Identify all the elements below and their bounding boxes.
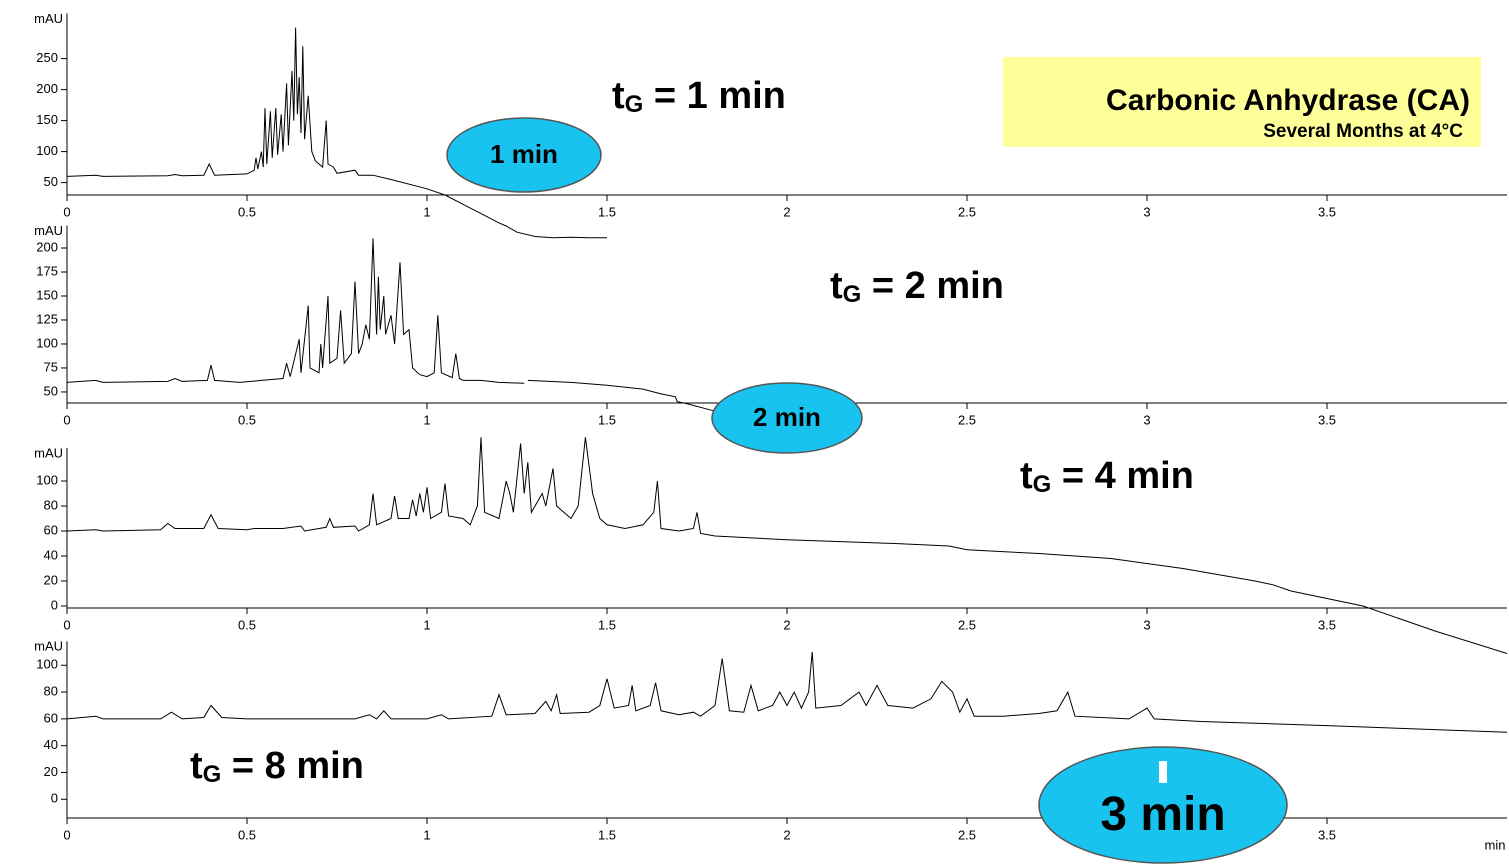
x-tick-label: 2.5 xyxy=(958,204,976,219)
label-rest: = 4 min xyxy=(1051,455,1194,497)
label-sub: G xyxy=(1033,471,1052,498)
y-tick-label: 60 xyxy=(44,710,58,725)
y-tick-label: 150 xyxy=(36,112,58,127)
x-tick-label: 1.5 xyxy=(598,827,616,842)
y-tick-label: 50 xyxy=(44,174,58,189)
label-rest: = 8 min xyxy=(221,745,364,787)
x-tick-label: 2.5 xyxy=(958,617,976,632)
y-axis-label: mAU xyxy=(34,639,63,654)
trace xyxy=(66,651,1508,733)
y-tick-label: 175 xyxy=(36,263,58,278)
x-tick-label: 0.5 xyxy=(238,412,256,427)
x-tick-label: 1.5 xyxy=(598,412,616,427)
title-box xyxy=(1003,57,1481,147)
x-tick-label: 1 xyxy=(423,412,430,427)
label-t: t xyxy=(612,75,625,117)
label-rest: = 2 min xyxy=(861,265,1004,307)
y-tick-label: 100 xyxy=(36,143,58,158)
x-tick-label: 2.5 xyxy=(958,827,976,842)
subtitle: Several Months at 4°C xyxy=(1263,121,1463,142)
bubble-mark xyxy=(1159,761,1167,783)
x-tick-label: 1.5 xyxy=(598,204,616,219)
y-tick-label: 100 xyxy=(36,657,58,672)
y-tick-label: 0 xyxy=(51,597,58,612)
label-sub: G xyxy=(843,281,862,308)
gradient-time-label: tG = 2 min xyxy=(830,265,1004,308)
x-tick-label: 3.5 xyxy=(1318,204,1336,219)
trace xyxy=(66,238,788,427)
label-t: t xyxy=(1020,455,1033,497)
time-bubble xyxy=(446,117,602,193)
x-tick-label: 0.5 xyxy=(238,204,256,219)
x-axis-label: min xyxy=(1485,837,1506,852)
x-tick-label: 2 xyxy=(783,204,790,219)
label-sub: G xyxy=(203,761,222,788)
y-tick-label: 75 xyxy=(44,359,58,374)
y-axis-label: mAU xyxy=(34,223,63,238)
y-tick-label: 80 xyxy=(44,684,58,699)
x-tick-label: 3 xyxy=(1143,412,1150,427)
y-tick-label: 40 xyxy=(44,737,58,752)
label-t: t xyxy=(830,265,843,307)
y-tick-label: 20 xyxy=(44,764,58,779)
y-axis-label: mAU xyxy=(34,445,63,460)
x-tick-label: 2.5 xyxy=(958,412,976,427)
time-bubble xyxy=(711,382,863,454)
gradient-time-label: tG = 8 min xyxy=(190,745,364,788)
title: Carbonic Anhydrase (CA) xyxy=(1106,84,1470,117)
y-axis-label: mAU xyxy=(34,11,63,26)
y-tick-label: 20 xyxy=(44,572,58,587)
x-tick-label: 3.5 xyxy=(1318,827,1336,842)
x-tick-label: 3.5 xyxy=(1318,617,1336,632)
y-tick-label: 40 xyxy=(44,547,58,562)
time-bubble xyxy=(1038,746,1288,864)
label-rest: = 1 min xyxy=(643,75,786,117)
x-tick-label: 2 xyxy=(783,617,790,632)
y-tick-label: 250 xyxy=(36,50,58,65)
bubble-label: 3 min xyxy=(1100,788,1225,841)
y-tick-label: 60 xyxy=(44,522,58,537)
gradient-time-label: tG = 4 min xyxy=(1020,455,1194,498)
trace xyxy=(66,437,1508,654)
y-tick-label: 125 xyxy=(36,311,58,326)
y-tick-label: 200 xyxy=(36,81,58,96)
x-tick-label: 0 xyxy=(63,412,70,427)
label-t: t xyxy=(190,745,203,787)
y-tick-label: 80 xyxy=(44,497,58,512)
x-tick-label: 0 xyxy=(63,617,70,632)
trace xyxy=(66,27,607,239)
x-tick-label: 0.5 xyxy=(238,617,256,632)
x-tick-label: 2 xyxy=(783,827,790,842)
bubble-label: 1 min xyxy=(490,139,558,169)
y-tick-label: 200 xyxy=(36,239,58,254)
y-tick-label: 100 xyxy=(36,472,58,487)
x-tick-label: 0 xyxy=(63,827,70,842)
x-tick-label: 0.5 xyxy=(238,827,256,842)
bubble-label: 2 min xyxy=(753,402,821,432)
y-tick-label: 50 xyxy=(44,383,58,398)
x-tick-label: 3.5 xyxy=(1318,412,1336,427)
x-tick-label: 1 xyxy=(423,204,430,219)
label-sub: G xyxy=(625,91,644,118)
x-tick-label: 1 xyxy=(423,617,430,632)
x-tick-label: 3 xyxy=(1143,617,1150,632)
y-tick-label: 150 xyxy=(36,287,58,302)
y-tick-label: 0 xyxy=(51,791,58,806)
gradient-time-label: tG = 1 min xyxy=(612,75,786,118)
x-tick-label: 3 xyxy=(1143,204,1150,219)
x-tick-label: 0 xyxy=(63,204,70,219)
x-tick-label: 1.5 xyxy=(598,617,616,632)
y-tick-label: 100 xyxy=(36,335,58,350)
x-tick-label: 1 xyxy=(423,827,430,842)
